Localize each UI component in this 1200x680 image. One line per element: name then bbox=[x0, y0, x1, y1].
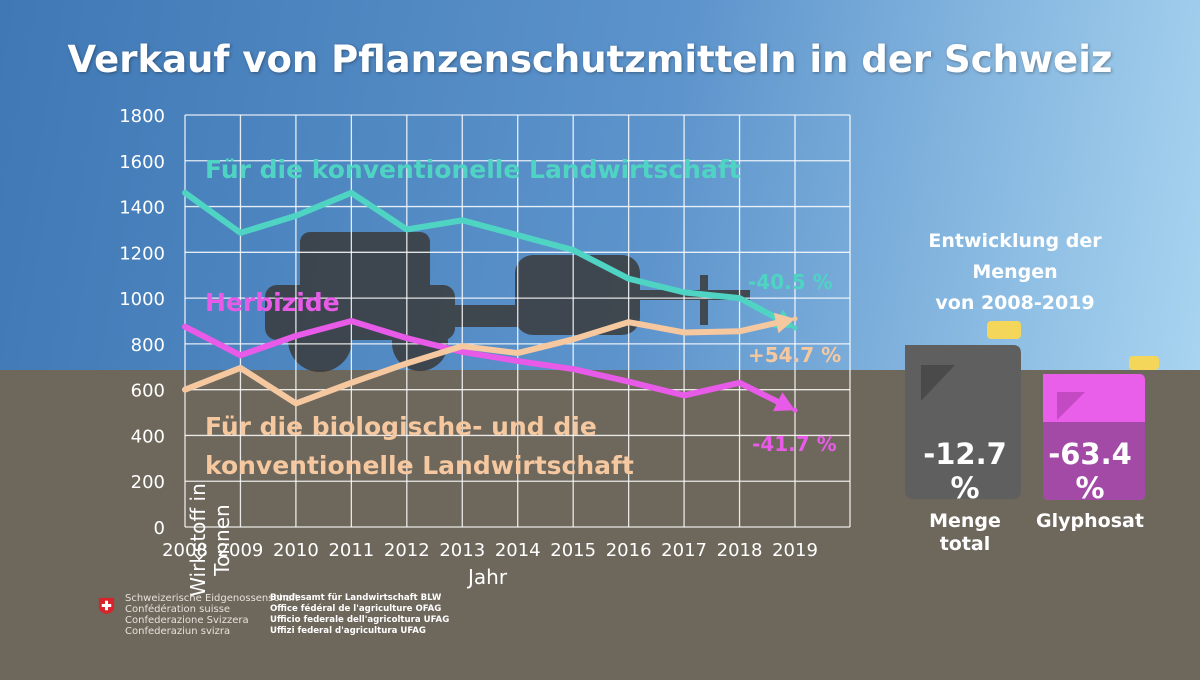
data-point bbox=[626, 319, 632, 325]
series-arrowhead bbox=[773, 312, 795, 334]
x-axis-label: Jahr bbox=[468, 565, 508, 589]
data-point bbox=[792, 325, 798, 331]
x-tick-label: 2011 bbox=[328, 540, 374, 561]
data-point bbox=[404, 360, 410, 366]
footer-office: Bundesamt für Landwirtschaft BLW Office … bbox=[270, 593, 449, 637]
data-point bbox=[182, 387, 188, 393]
series-line bbox=[182, 318, 786, 408]
chart-title: Verkauf von Pflanzenschutzmitteln in der… bbox=[67, 38, 1113, 81]
x-tick-label: 2008 bbox=[162, 540, 208, 561]
data-point bbox=[570, 247, 576, 253]
change-label-herbizide: -41.7 % bbox=[752, 432, 837, 456]
y-tick-label: 200 bbox=[131, 472, 165, 493]
data-point bbox=[737, 328, 743, 334]
data-point bbox=[237, 352, 243, 358]
panel-title-line1: Entwicklung der bbox=[928, 230, 1102, 252]
total-change-value: -12.7 % bbox=[923, 437, 1007, 505]
grid-layer bbox=[184, 114, 851, 528]
canister-glyphosat-icon bbox=[1043, 356, 1159, 500]
data-point bbox=[681, 289, 687, 295]
data-point bbox=[293, 333, 299, 339]
series-label-bio-line1: Für die biologische- und die bbox=[205, 412, 597, 441]
data-point bbox=[737, 380, 743, 386]
footer-left-line1: Schweizerische Eidgenossenschaft bbox=[125, 593, 299, 604]
series-label-herbizide: Herbizide bbox=[205, 288, 340, 317]
data-point bbox=[515, 358, 521, 364]
x-tick-label: 2015 bbox=[550, 540, 596, 561]
x-tick-label: 2019 bbox=[772, 540, 818, 561]
series-lines bbox=[182, 189, 798, 413]
swiss-cross-icon bbox=[98, 597, 115, 615]
footer-right-line3: Ufficio federale dell'agricoltura UFAG bbox=[270, 615, 450, 625]
series-label-konventionell: Für die konventionelle Landwirtschaft bbox=[205, 155, 741, 184]
data-point bbox=[182, 324, 188, 330]
data-point bbox=[792, 407, 798, 413]
data-point bbox=[515, 232, 521, 238]
data-point bbox=[404, 226, 410, 232]
x-tick-label: 2010 bbox=[273, 540, 319, 561]
panel-title-line3: von 2008-2019 bbox=[935, 292, 1095, 314]
data-point bbox=[459, 217, 465, 223]
x-tick-label: 2013 bbox=[439, 540, 485, 561]
total-label-line2: total bbox=[939, 533, 991, 555]
glyphosat-label: Glyphosat bbox=[1036, 510, 1144, 532]
axis-tick-labels: 0 200 400 600 800 1000 1200 1400 1600 1800 2008 200… bbox=[119, 106, 818, 561]
footer-left-line2: Confédération suisse bbox=[125, 604, 231, 615]
data-point bbox=[237, 365, 243, 371]
data-point bbox=[237, 230, 243, 236]
data-point bbox=[293, 400, 299, 406]
data-point bbox=[293, 213, 299, 219]
x-tick-label: 2012 bbox=[384, 540, 430, 561]
data-point bbox=[348, 190, 354, 196]
series-line bbox=[182, 318, 785, 407]
footer-right-line1: Bundesamt für Landwirtschaft BLW bbox=[270, 593, 442, 603]
y-tick-label: 1800 bbox=[119, 106, 165, 127]
panel-title: Entwicklung der Mengen von 2008-2019 bbox=[905, 226, 1125, 319]
change-label-bio: +54.7 % bbox=[748, 343, 842, 367]
data-point bbox=[404, 335, 410, 341]
y-tick-label: 1000 bbox=[119, 289, 165, 310]
total-label: Menge total bbox=[905, 510, 1025, 556]
y-tick-label: 1400 bbox=[119, 198, 165, 219]
footer-right-line4: Uffizi federal d'agricultura UFAG bbox=[270, 626, 426, 636]
data-point bbox=[570, 366, 576, 372]
data-point bbox=[681, 329, 687, 335]
y-tick-label: 0 bbox=[154, 518, 165, 539]
x-tick-label: 2014 bbox=[495, 540, 541, 561]
data-point bbox=[348, 380, 354, 386]
x-tick-label: 2009 bbox=[218, 540, 264, 561]
x-tick-label: 2016 bbox=[606, 540, 652, 561]
data-point bbox=[348, 318, 354, 324]
x-tick-label: 2018 bbox=[717, 540, 763, 561]
change-label-konventionell: -40.5 % bbox=[748, 270, 833, 294]
y-tick-label: 600 bbox=[131, 381, 165, 402]
data-point bbox=[737, 295, 743, 301]
data-point bbox=[515, 350, 521, 356]
data-point bbox=[570, 336, 576, 342]
footer-confederation: Schweizerische Eidgenossenschaft Confédé… bbox=[125, 593, 299, 637]
series-line bbox=[182, 189, 786, 325]
y-tick-label: 400 bbox=[131, 426, 165, 447]
footer-left-line4: Confederaziun svizra bbox=[125, 626, 231, 637]
glyphosat-change-value: -63.4 % bbox=[1048, 437, 1132, 505]
y-tick-label: 800 bbox=[131, 335, 165, 356]
total-label-line1: Menge bbox=[929, 510, 1001, 532]
footer-left-line3: Confederazione Svizzera bbox=[125, 615, 249, 626]
data-point bbox=[182, 190, 188, 196]
data-point bbox=[626, 379, 632, 385]
data-point bbox=[681, 392, 687, 398]
y-tick-label: 1200 bbox=[119, 243, 165, 264]
data-point bbox=[626, 276, 632, 282]
canister-total-icon bbox=[905, 321, 1021, 499]
y-tick-label: 1600 bbox=[119, 152, 165, 173]
data-point bbox=[792, 316, 798, 322]
data-point bbox=[459, 349, 465, 355]
x-tick-label: 2017 bbox=[661, 540, 707, 561]
series-arrowhead bbox=[773, 392, 795, 412]
series-label-bio-line2: konventionelle Landwirtschaft bbox=[205, 451, 634, 480]
panel-title-line2: Mengen bbox=[972, 261, 1058, 283]
data-point bbox=[459, 343, 465, 349]
footer-right-line2: Office fédéral de l'agriculture OFAG bbox=[270, 604, 442, 614]
